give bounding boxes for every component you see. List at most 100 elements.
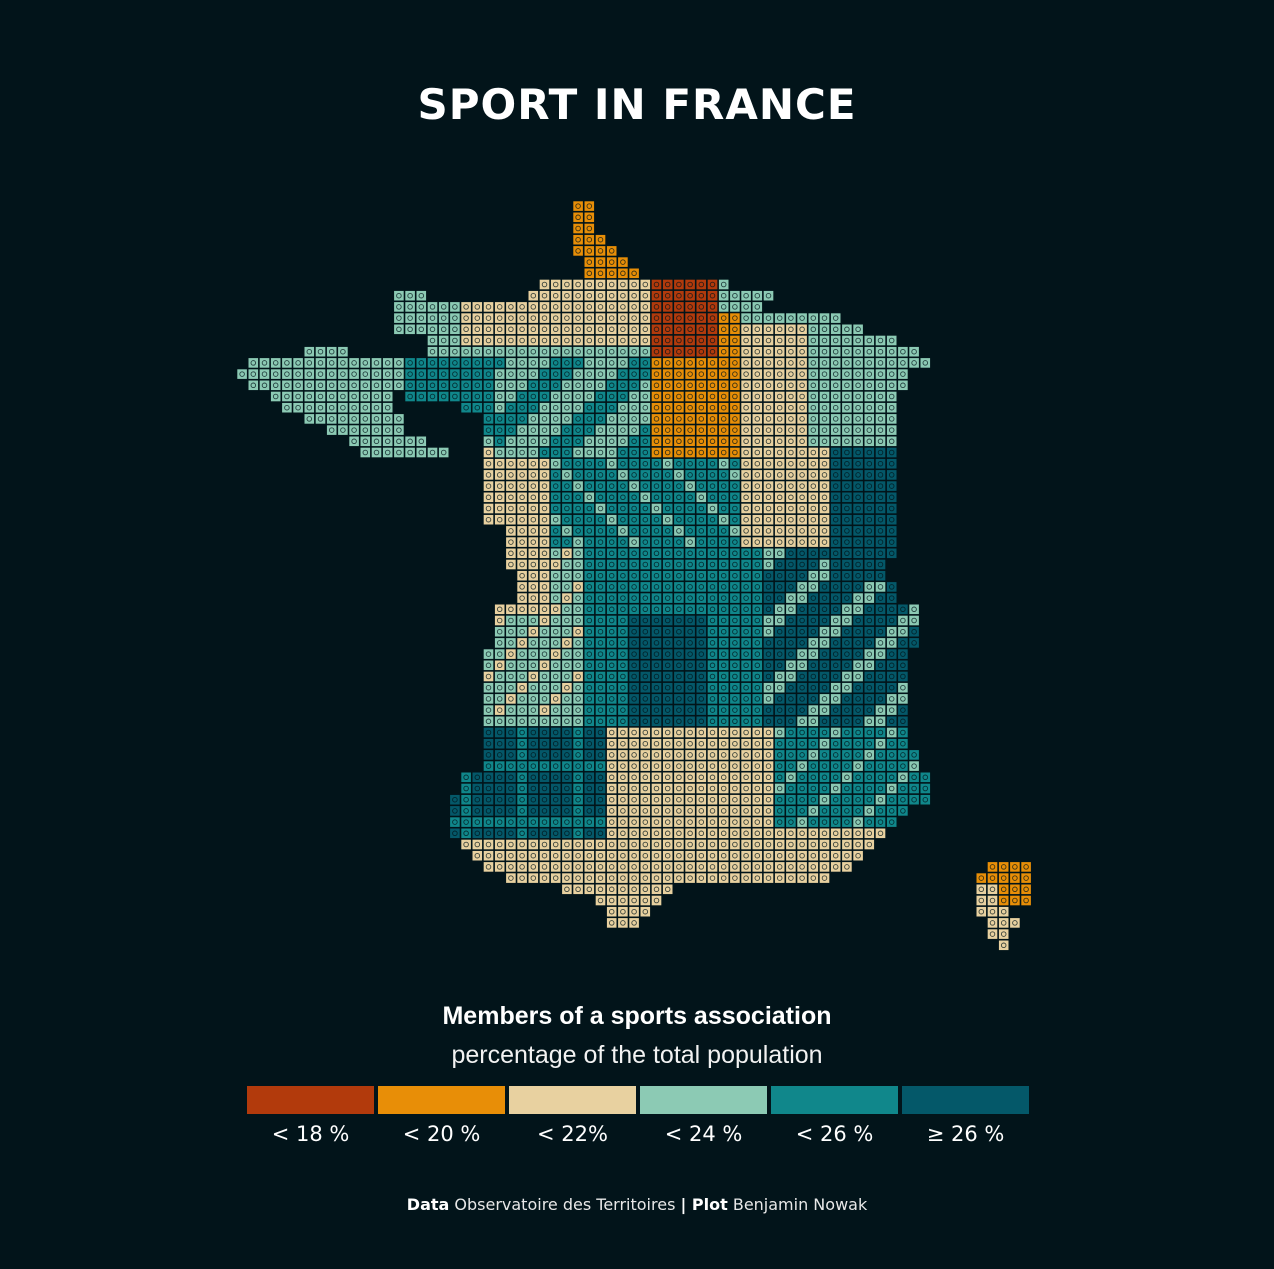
map-tile (695, 648, 707, 660)
map-tile (830, 368, 842, 380)
map-tile (539, 704, 550, 716)
map-tile (639, 682, 651, 694)
map-tile (729, 458, 741, 470)
map-tile (628, 323, 640, 335)
map-tile (852, 469, 864, 481)
map-tile (639, 727, 651, 738)
map-tile (583, 357, 595, 369)
map-tile (628, 435, 640, 447)
map-tile (494, 424, 506, 436)
map-tile (774, 547, 786, 559)
map-tile (695, 816, 707, 828)
map-tile (427, 346, 438, 358)
map-tile (718, 861, 730, 873)
map-tile (998, 939, 1010, 951)
map-tile (718, 738, 730, 750)
map-tile (247, 379, 259, 391)
map-tile (550, 861, 562, 873)
map-tile (583, 592, 595, 604)
map-tile (505, 850, 517, 862)
map-tile (483, 805, 494, 817)
map-tile (460, 783, 472, 794)
map-tile (628, 279, 640, 290)
map-tile (572, 536, 584, 548)
map-tile (763, 603, 774, 615)
map-tile (639, 357, 651, 369)
map-tile (852, 693, 864, 705)
map-tile (785, 827, 797, 839)
map-tile (863, 648, 875, 660)
map-tile (651, 603, 662, 615)
map-tile (774, 458, 786, 470)
map-tile (886, 335, 898, 346)
map-tile (516, 514, 528, 526)
map-tile (315, 391, 326, 402)
map-tile (684, 693, 696, 705)
map-tile (673, 603, 685, 615)
map-tile (684, 570, 696, 582)
map-tile (527, 704, 539, 716)
map-tile (796, 357, 808, 369)
map-tile (516, 783, 528, 794)
map-tile (583, 749, 595, 761)
map-tile (471, 368, 483, 380)
map-tile (740, 402, 752, 414)
map-tile (751, 827, 763, 839)
map-tile (539, 816, 550, 828)
map-tile (807, 547, 819, 559)
map-tile (841, 648, 853, 660)
map-tile (550, 480, 562, 492)
map-tile (751, 290, 763, 302)
map-tile (617, 581, 629, 593)
map-tile (673, 480, 685, 492)
map-tile (897, 379, 909, 391)
map-tile (494, 379, 506, 391)
map-tile (673, 704, 685, 716)
map-tile (695, 559, 707, 570)
map-tile (807, 603, 819, 615)
map-tile (595, 895, 606, 906)
map-tile (673, 738, 685, 750)
map-tile (718, 525, 730, 537)
map-tile (740, 771, 752, 783)
map-tile (774, 637, 786, 649)
map-tile (651, 760, 662, 772)
map-tile (561, 727, 573, 738)
map-tile (561, 704, 573, 716)
map-tile (763, 346, 774, 358)
map-tile (718, 435, 730, 447)
map-tile (494, 391, 506, 402)
map-tile (651, 805, 662, 817)
map-tile (673, 536, 685, 548)
map-tile (572, 682, 584, 694)
map-tile (639, 738, 651, 750)
map-tile (494, 626, 506, 638)
map-tile (662, 312, 674, 324)
map-tile (796, 738, 808, 750)
map-tile (561, 559, 573, 570)
map-tile (572, 391, 584, 402)
map-tile (539, 312, 550, 324)
map-tile (673, 458, 685, 470)
map-tile (348, 379, 360, 391)
map-tile (550, 592, 562, 604)
map-tile (494, 301, 506, 313)
map-tile (505, 480, 517, 492)
map-tile (763, 783, 774, 794)
map-tile (651, 783, 662, 794)
map-tile (695, 626, 707, 638)
map-tile (785, 391, 797, 402)
map-tile (819, 671, 830, 682)
map-tile (483, 491, 494, 503)
map-tile (572, 816, 584, 828)
map-tile (651, 738, 662, 750)
map-tile (897, 659, 909, 671)
map-tile (583, 514, 595, 526)
map-tile (897, 749, 909, 761)
map-tile (774, 357, 786, 369)
map-tile (259, 368, 270, 380)
map-tile (639, 693, 651, 705)
map-tile (595, 323, 606, 335)
map-tile (841, 816, 853, 828)
map-tile (348, 435, 360, 447)
